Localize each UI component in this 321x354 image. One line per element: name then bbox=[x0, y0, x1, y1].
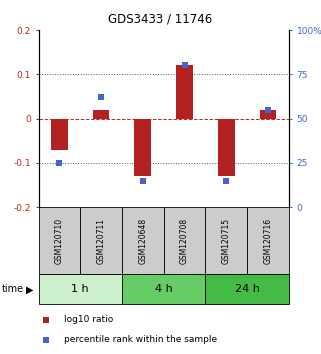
Text: log10 ratio: log10 ratio bbox=[64, 315, 113, 324]
Text: 24 h: 24 h bbox=[235, 284, 260, 295]
Bar bbox=[80, 207, 122, 274]
Text: GSM120708: GSM120708 bbox=[180, 218, 189, 264]
Text: time: time bbox=[2, 284, 24, 295]
Bar bbox=[39, 207, 80, 274]
Bar bbox=[93, 110, 109, 119]
Bar bbox=[51, 119, 68, 149]
Bar bbox=[247, 207, 289, 274]
Bar bbox=[260, 110, 276, 119]
Text: GDS3433 / 11746: GDS3433 / 11746 bbox=[108, 12, 213, 25]
Bar bbox=[122, 207, 164, 274]
Bar bbox=[205, 274, 289, 304]
Bar bbox=[205, 207, 247, 274]
Bar bbox=[39, 274, 122, 304]
Text: 4 h: 4 h bbox=[155, 284, 173, 295]
Text: ▶: ▶ bbox=[26, 284, 33, 295]
Bar bbox=[134, 119, 151, 176]
Text: GSM120716: GSM120716 bbox=[264, 218, 273, 264]
Text: 1 h: 1 h bbox=[72, 284, 89, 295]
Text: GSM120711: GSM120711 bbox=[97, 218, 106, 264]
Text: GSM120715: GSM120715 bbox=[222, 218, 231, 264]
Bar bbox=[218, 119, 235, 176]
Text: GSM120648: GSM120648 bbox=[138, 218, 147, 264]
Bar bbox=[122, 274, 205, 304]
Text: GSM120710: GSM120710 bbox=[55, 218, 64, 264]
Bar bbox=[164, 207, 205, 274]
Text: percentile rank within the sample: percentile rank within the sample bbox=[64, 335, 217, 344]
Bar bbox=[176, 65, 193, 119]
